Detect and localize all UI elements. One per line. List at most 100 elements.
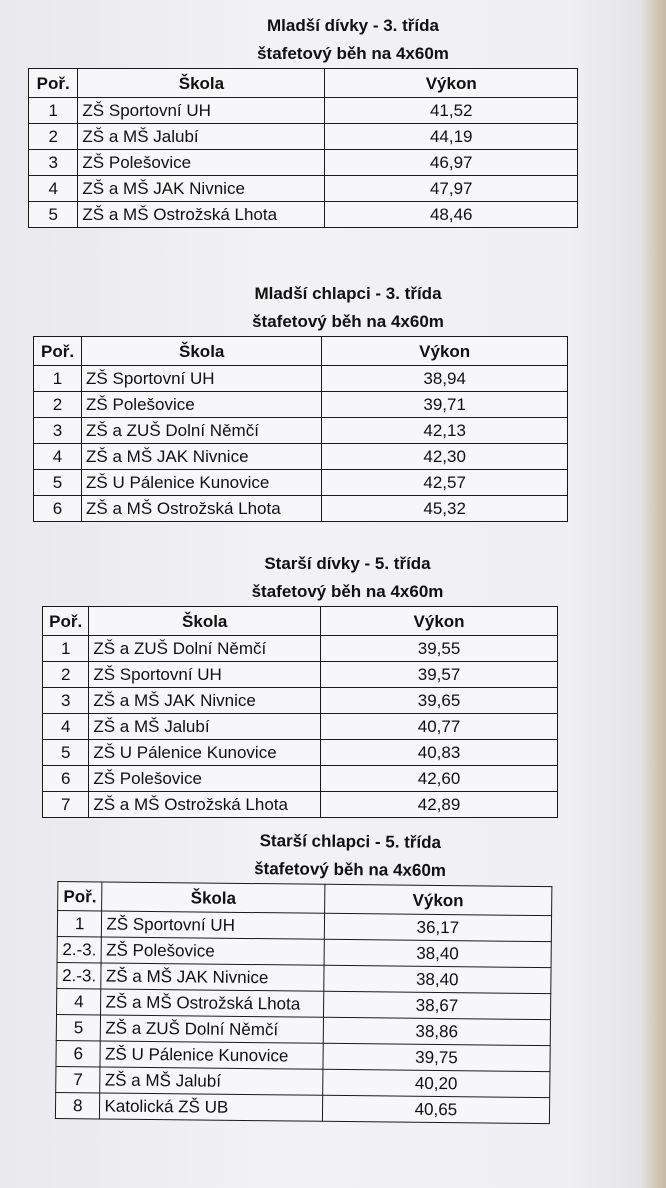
rank-cell: 1: [27, 97, 79, 124]
table-header-row: Poř. Škola Výkon: [27, 68, 578, 98]
school-cell: ZŠ U Pálenice Kunovice: [100, 1040, 323, 1070]
school-cell: ZŠ a MŠ Jalubí: [100, 1066, 323, 1096]
result-cell: 38,67: [323, 991, 551, 1020]
result-cell: 40,83: [320, 739, 558, 766]
rank-cell: 5: [27, 201, 79, 228]
rank-cell: 2: [41, 661, 90, 688]
header-result: Výkon: [320, 606, 558, 636]
rank-cell: 1: [32, 365, 83, 392]
section-title: Mladší dívky - 3. třída: [267, 16, 439, 35]
result-cell: 48,46: [324, 201, 578, 228]
header-school: Škola: [102, 881, 325, 914]
school-cell: ZŠ Polešovice: [88, 765, 322, 792]
header-rank: Poř.: [41, 606, 90, 636]
school-cell: ZŠ a MŠ JAK Nivnice: [81, 443, 323, 470]
result-cell: 39,75: [322, 1043, 551, 1072]
school-cell: Katolická ZŠ UB: [99, 1092, 323, 1122]
rank-cell: 4: [32, 443, 83, 470]
result-cell: 38,40: [323, 965, 552, 994]
school-cell: ZŠ a MŠ Jalubí: [77, 123, 326, 150]
section-title: Starší dívky - 5. třída: [264, 554, 431, 573]
table-row: 2 ZŠ a MŠ Jalubí 44,19: [27, 123, 578, 150]
result-cell: 42,57: [321, 469, 568, 496]
school-cell: ZŠ Polešovice: [77, 149, 326, 176]
result-cell: 39,55: [320, 635, 558, 662]
results-section-younger-boys: Mladší chlapci - 3. třída štafetový běh n…: [32, 280, 568, 522]
rank-cell: 3: [41, 687, 90, 714]
school-cell: ZŠ a MŠ Ostrožská Lhota: [77, 201, 326, 228]
table-row: 5 ZŠ U Pálenice Kunovice 40,83: [41, 739, 558, 766]
school-cell: ZŠ a ZUŠ Dolní Němčí: [88, 635, 322, 662]
table-row: 3 ZŠ a MŠ JAK Nivnice 39,65: [41, 687, 558, 714]
table-row: 6 ZŠ Polešovice 42,60: [41, 765, 558, 792]
header-result: Výkon: [324, 884, 552, 916]
school-cell: ZŠ Sportovní UH: [101, 910, 325, 940]
rank-cell: 3: [27, 149, 79, 176]
table-row: 4 ZŠ a MŠ Jalubí 40,77: [41, 713, 558, 740]
table-row: 2 ZŠ Polešovice 39,71: [32, 391, 568, 418]
rank-cell: 5: [41, 739, 90, 766]
school-cell: ZŠ U Pálenice Kunovice: [88, 739, 322, 766]
rank-cell: 3: [32, 417, 83, 444]
school-cell: ZŠ Polešovice: [81, 391, 323, 418]
school-cell: ZŠ Sportovní UH: [81, 365, 323, 392]
result-cell: 39,65: [320, 687, 558, 714]
school-cell: ZŠ Polešovice: [101, 936, 325, 966]
section-subtitle: štafetový běh na 4x60m: [257, 44, 449, 63]
result-cell: 42,89: [320, 791, 558, 818]
header-result: Výkon: [321, 336, 568, 366]
result-cell: 40,77: [320, 713, 558, 740]
rank-cell: 2: [32, 391, 83, 418]
rank-cell: 7: [55, 1066, 101, 1093]
results-section-older-boys: Starší chlapci - 5. třída štafetový běh n…: [54, 825, 553, 1125]
table-row: 4 ZŠ a MŠ JAK Nivnice 42,30: [32, 443, 568, 470]
school-cell: ZŠ a MŠ Ostrožská Lhota: [100, 988, 324, 1018]
result-cell: 47,97: [324, 175, 578, 202]
results-table: Poř. Škola Výkon 1 ZŠ Sportovní UH 38,94 2 ZŠ P…: [32, 336, 568, 522]
section-subtitle: štafetový běh na 4x60m: [251, 582, 444, 601]
school-cell: ZŠ U Pálenice Kunovice: [81, 469, 323, 496]
result-cell: 42,13: [321, 417, 568, 444]
table-row: 4 ZŠ a MŠ JAK Nivnice 47,97: [27, 175, 578, 202]
rank-cell: 6: [41, 765, 90, 792]
result-cell: 36,17: [324, 913, 552, 942]
rank-cell: 4: [27, 175, 79, 202]
result-cell: 44,19: [324, 123, 578, 150]
header-rank: Poř.: [57, 881, 103, 911]
results-table: Poř. Škola Výkon 1 ZŠ a ZUŠ Dolní Němčí 39,55…: [41, 606, 558, 818]
rank-cell: 1: [57, 910, 103, 937]
table-header-row: Poř. Škola Výkon: [32, 336, 568, 366]
table-row: 6 ZŠ a MŠ Ostrožská Lhota 45,32: [32, 495, 568, 522]
rank-cell: 5: [56, 1014, 101, 1041]
rank-cell: 4: [41, 713, 90, 740]
table-row: 7 ZŠ a MŠ Ostrožská Lhota 42,89: [41, 791, 558, 818]
result-cell: 39,57: [320, 661, 558, 688]
table-header-row: Poř. Škola Výkon: [41, 606, 558, 636]
results-section-younger-girls: Mladší dívky - 3. třída štafetový běh na …: [27, 12, 578, 228]
school-cell: ZŠ Sportovní UH: [77, 97, 326, 124]
table-row: 5 ZŠ U Pálenice Kunovice 42,57: [32, 469, 568, 496]
result-cell: 42,30: [321, 443, 568, 470]
rank-cell: 2: [27, 123, 79, 150]
result-cell: 38,94: [321, 365, 568, 392]
table-row: 8 Katolická ZŠ UB 40,65: [55, 1092, 550, 1124]
table-row: 1 ZŠ Sportovní UH 41,52: [27, 97, 578, 124]
header-rank: Poř.: [27, 68, 79, 98]
rank-cell: 5: [32, 469, 83, 496]
rank-cell: 6: [55, 1040, 101, 1067]
result-cell: 46,97: [324, 149, 578, 176]
rank-cell: 1: [41, 635, 90, 662]
school-cell: ZŠ a MŠ JAK Nivnice: [77, 175, 326, 202]
school-cell: ZŠ a MŠ JAK Nivnice: [88, 687, 322, 714]
table-row: 1 ZŠ Sportovní UH 38,94: [32, 365, 568, 392]
result-cell: 38,40: [323, 939, 552, 968]
results-section-older-girls: Starší dívky - 5. třída štafetový běh na …: [41, 550, 558, 818]
header-school: Škola: [77, 68, 326, 98]
header-school: Škola: [88, 606, 322, 636]
results-table: Poř. Škola Výkon 1 ZŠ Sportovní UH 41,52 2 ZŠ a…: [27, 68, 578, 228]
school-cell: ZŠ a MŠ Ostrožská Lhota: [88, 791, 322, 818]
school-cell: ZŠ a MŠ JAK Nivnice: [101, 962, 324, 992]
school-cell: ZŠ a ZUŠ Dolní Němčí: [81, 417, 323, 444]
table-row: 3 ZŠ Polešovice 46,97: [27, 149, 578, 176]
rank-cell: 8: [55, 1092, 101, 1119]
